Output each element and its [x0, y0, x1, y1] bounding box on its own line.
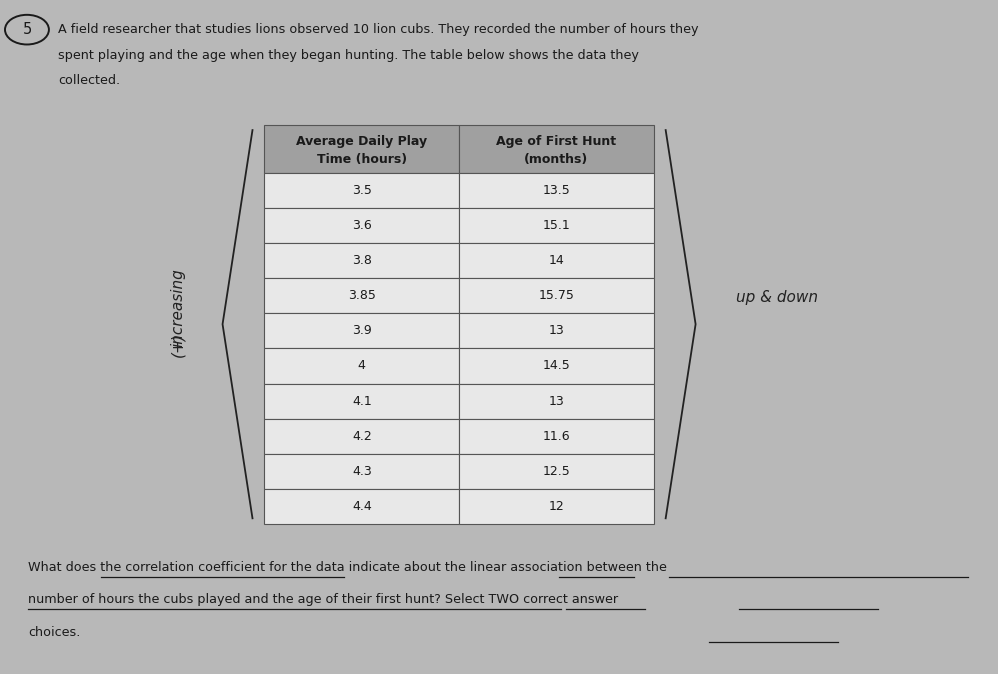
Bar: [264, 454, 459, 489]
Bar: [459, 348, 654, 384]
Bar: [264, 384, 459, 419]
Text: 13: 13: [549, 324, 564, 338]
Bar: [264, 243, 459, 278]
Bar: [459, 489, 654, 524]
Bar: [264, 208, 459, 243]
Bar: [264, 489, 459, 524]
Text: 12.5: 12.5: [543, 464, 570, 478]
Text: (+): (+): [170, 332, 186, 357]
Bar: [264, 348, 459, 384]
Text: 11.6: 11.6: [543, 429, 570, 443]
Bar: [264, 125, 459, 173]
Text: number of hours the cubs played and the age of their first hunt? Select TWO corr: number of hours the cubs played and the …: [28, 593, 618, 607]
Bar: [459, 384, 654, 419]
Text: 4.2: 4.2: [352, 429, 371, 443]
Bar: [264, 313, 459, 348]
Text: collected.: collected.: [58, 74, 120, 88]
Text: A field researcher that studies lions observed 10 lion cubs. They recorded the n: A field researcher that studies lions ob…: [58, 23, 699, 36]
Bar: [459, 125, 654, 173]
Text: 4.1: 4.1: [352, 394, 371, 408]
Text: 4: 4: [358, 359, 365, 373]
Text: 3.8: 3.8: [352, 254, 371, 268]
Text: What does the correlation coefficient for the data indicate about the linear ass: What does the correlation coefficient fo…: [28, 561, 667, 574]
Text: 15.75: 15.75: [539, 289, 574, 303]
Text: up & down: up & down: [736, 290, 817, 305]
Text: 14: 14: [549, 254, 564, 268]
Text: 3.5: 3.5: [352, 184, 371, 197]
Text: 12: 12: [549, 499, 564, 513]
Text: Average Daily Play: Average Daily Play: [296, 135, 427, 148]
Bar: [264, 173, 459, 208]
Text: spent playing and the age when they began hunting. The table below shows the dat: spent playing and the age when they bega…: [58, 49, 639, 62]
Text: Age of First Hunt: Age of First Hunt: [496, 135, 617, 148]
Bar: [459, 419, 654, 454]
Text: 3.6: 3.6: [352, 219, 371, 233]
Text: 13.5: 13.5: [543, 184, 570, 197]
Text: choices.: choices.: [28, 625, 80, 639]
Text: 4.3: 4.3: [352, 464, 371, 478]
Bar: [459, 313, 654, 348]
Text: (months): (months): [524, 153, 589, 166]
Text: 14.5: 14.5: [543, 359, 570, 373]
Text: 5: 5: [22, 22, 32, 37]
Text: increasing: increasing: [170, 268, 186, 346]
Text: 15.1: 15.1: [543, 219, 570, 233]
Bar: [264, 419, 459, 454]
Text: 3.85: 3.85: [348, 289, 375, 303]
Bar: [459, 454, 654, 489]
Bar: [459, 243, 654, 278]
Bar: [459, 173, 654, 208]
Bar: [264, 278, 459, 313]
Bar: [459, 208, 654, 243]
Text: 4.4: 4.4: [352, 499, 371, 513]
Text: 13: 13: [549, 394, 564, 408]
Bar: [459, 278, 654, 313]
Text: Time (hours): Time (hours): [316, 153, 407, 166]
Text: 3.9: 3.9: [352, 324, 371, 338]
